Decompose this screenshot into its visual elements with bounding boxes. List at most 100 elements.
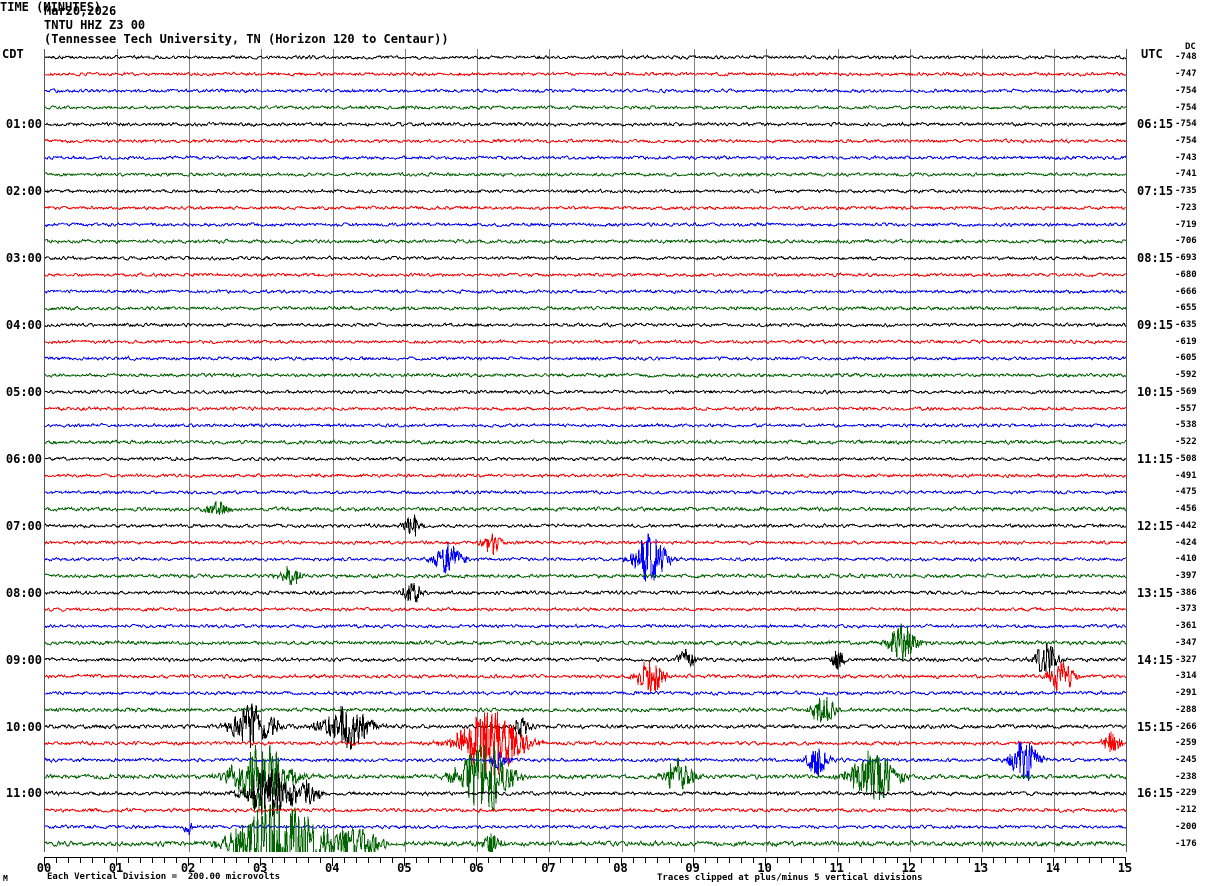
trace-line — [45, 88, 1126, 94]
dc-value: -397 — [1175, 570, 1197, 581]
minute-tick-label: 05 — [397, 861, 412, 875]
dc-value: -291 — [1175, 688, 1197, 699]
trace-line — [45, 272, 1126, 278]
trace-line — [45, 533, 1126, 582]
minute-tick-label: 15 — [1117, 861, 1133, 875]
dc-value: -605 — [1175, 353, 1197, 364]
minute-tick-label: 13 — [973, 861, 989, 875]
trace-line — [45, 703, 1126, 751]
dc-value: -456 — [1175, 504, 1197, 515]
dc-value: -259 — [1175, 738, 1197, 749]
right-time-label: 08:15 — [1137, 251, 1174, 266]
trace-line — [45, 500, 1126, 516]
right-time-label: 15:15 — [1137, 719, 1174, 734]
trace-line — [45, 138, 1126, 144]
right-time-label: 11:15 — [1137, 451, 1174, 466]
dc-column-label: DC — [1185, 42, 1196, 52]
minute-tick-label: 12 — [901, 861, 917, 875]
trace-line — [45, 744, 1126, 813]
minute-tick-label: 11 — [829, 861, 844, 875]
trace-line — [45, 623, 1126, 629]
x-axis-title: TIME (MINUTES) — [0, 0, 102, 14]
left-time-label: 07:00 — [5, 518, 42, 533]
trace-line — [45, 205, 1126, 211]
right-time-label: 14:15 — [1137, 652, 1174, 667]
dc-value: -475 — [1175, 487, 1197, 498]
trace-line — [45, 171, 1126, 177]
trace-line — [45, 339, 1126, 345]
trace-line — [45, 514, 1126, 537]
corner-mark: M — [3, 874, 8, 883]
dc-value: -245 — [1175, 754, 1197, 765]
dc-value: -238 — [1175, 771, 1197, 782]
dc-value: -538 — [1175, 420, 1197, 431]
dc-value: -288 — [1175, 704, 1197, 715]
trace-line — [45, 696, 1126, 723]
header-station-code: TNTU HHZ Z3 00 — [44, 18, 146, 32]
dc-value: -569 — [1175, 386, 1197, 397]
trace-line — [45, 623, 1126, 662]
right-timezone-label: UTC — [1141, 47, 1163, 61]
right-time-label: 06:15 — [1137, 117, 1174, 132]
left-time-label: 01:00 — [5, 117, 42, 132]
minute-tick-label: 07 — [541, 861, 556, 875]
left-time-label: 08:00 — [5, 585, 42, 600]
dc-value: -410 — [1175, 554, 1197, 565]
trace-line — [45, 71, 1126, 77]
dc-value: -373 — [1175, 604, 1197, 615]
minute-tick-label: 10 — [757, 861, 772, 875]
dc-value-column: -748 -747 -754 -754 -754 -754 -743 -741 -735 -723… — [1175, 0, 1210, 886]
dc-value: -491 — [1175, 470, 1197, 481]
dc-value: -619 — [1175, 336, 1197, 347]
dc-value: -635 — [1175, 320, 1197, 331]
dc-value: -592 — [1175, 370, 1197, 381]
trace-line — [45, 582, 1126, 603]
right-time-label: 13:15 — [1137, 585, 1174, 600]
trace-line — [45, 489, 1126, 495]
trace-line — [45, 566, 1126, 585]
trace-line — [45, 533, 1126, 556]
left-timezone-label: CDT — [2, 47, 24, 61]
minute-tick-label: 06 — [469, 861, 484, 875]
dc-value: -754 — [1175, 102, 1197, 113]
dc-value: -266 — [1175, 721, 1197, 732]
minute-tick-label: 03 — [252, 861, 268, 875]
dc-value: -361 — [1175, 621, 1197, 632]
trace-line — [45, 255, 1126, 261]
header-station-description: (Tennessee Tech University, TN (Horizon … — [44, 32, 449, 46]
left-time-label: 06:00 — [5, 451, 42, 466]
trace-line — [45, 804, 1126, 852]
right-time-axis: 06:15 07:15 08:15 09:15 10:15 11:15 12:15 13:15… — [1128, 0, 1173, 886]
dc-value: -655 — [1175, 303, 1197, 314]
left-time-label: 03:00 — [5, 251, 42, 266]
dc-value: -522 — [1175, 437, 1197, 448]
dc-value: -347 — [1175, 637, 1197, 648]
trace-line — [45, 741, 1126, 782]
right-time-label: 16:15 — [1137, 786, 1174, 801]
trace-line — [45, 472, 1126, 479]
dc-value: -200 — [1175, 821, 1197, 832]
dc-value: -229 — [1175, 788, 1197, 799]
trace-line — [45, 355, 1126, 362]
trace-line — [45, 372, 1126, 379]
right-time-label: 10:15 — [1137, 384, 1174, 399]
helicorder-plot[interactable] — [44, 49, 1127, 852]
right-time-label: 09:15 — [1137, 318, 1174, 333]
minute-tick-marks — [44, 852, 1126, 866]
minute-tick-label: 02 — [180, 861, 196, 875]
dc-value: -741 — [1175, 169, 1197, 180]
right-time-label: 12:15 — [1137, 518, 1174, 533]
trace-line — [45, 456, 1126, 462]
minute-tick-label: 14 — [1045, 861, 1061, 875]
trace-line — [45, 405, 1126, 412]
left-time-label: 10:00 — [5, 719, 42, 734]
minute-axis-labels: 00 01 02 03 04 05 06 07 08 09 10 11 12 13 14 15 — [0, 861, 1210, 875]
dc-value: -424 — [1175, 537, 1197, 548]
dc-value: -508 — [1175, 453, 1197, 464]
trace-line — [45, 690, 1126, 696]
trace-line — [45, 105, 1126, 111]
trace-line — [45, 238, 1126, 245]
dc-value: -747 — [1175, 69, 1197, 80]
trace-line — [45, 807, 1126, 814]
dc-value: -680 — [1175, 269, 1197, 280]
